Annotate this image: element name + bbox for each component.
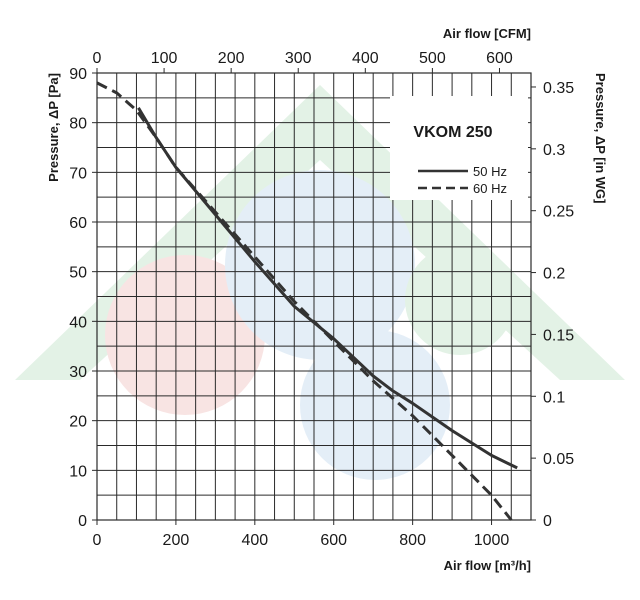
x-tick-label: 400 xyxy=(241,532,268,549)
y2-tick-label: 0.1 xyxy=(543,389,565,406)
y2-axis-title: Pressure, ΔP [in WG] xyxy=(593,73,608,203)
y2-tick-label: 0 xyxy=(543,513,552,530)
x2-tick-label: 600 xyxy=(486,50,513,67)
x-tick-label: 200 xyxy=(163,532,190,549)
watermark-roof-shape xyxy=(15,85,625,380)
watermark-blue-circle xyxy=(300,330,450,480)
y-tick-label: 20 xyxy=(69,414,87,431)
series-line-60hz xyxy=(96,81,513,521)
y-tick-label: 10 xyxy=(69,463,87,480)
y-tick-label: 30 xyxy=(69,364,87,381)
y-tick-label: 0 xyxy=(78,513,87,530)
y2-tick-label: 0.3 xyxy=(543,142,565,159)
x2-tick-label: 500 xyxy=(419,50,446,67)
watermark-red-circle xyxy=(105,255,265,415)
y-tick-label: 90 xyxy=(69,66,87,83)
y-axis-title: Pressure, ΔP [Pa] xyxy=(46,73,61,182)
x-tick-label: 600 xyxy=(320,532,347,549)
y-tick-label: 50 xyxy=(69,265,87,282)
y-tick-label: 60 xyxy=(69,215,87,232)
x2-tick-label: 100 xyxy=(151,50,178,67)
y2-tick-label: 0.15 xyxy=(543,327,574,344)
y2-tick-label: 0.35 xyxy=(543,80,574,97)
x2-tick-label: 400 xyxy=(352,50,379,67)
x-axis-title: Air flow [m³/h] xyxy=(444,558,531,573)
plot-frame xyxy=(96,72,532,521)
chart-curves xyxy=(96,81,518,521)
chart-legend: VKOM 250 50 Hz 60 Hz xyxy=(413,124,507,196)
x-tick-label: 0 xyxy=(93,532,102,549)
legend-label-60hz: 60 Hz xyxy=(473,181,507,196)
x2-tick-label: 0 xyxy=(93,50,102,67)
y-tick-label: 80 xyxy=(69,116,87,133)
x2-tick-label: 300 xyxy=(285,50,312,67)
y-tick-label: 70 xyxy=(69,165,87,182)
watermark-blue-circle xyxy=(225,170,415,360)
legend-label-50hz: 50 Hz xyxy=(473,164,507,179)
x-tick-label: 800 xyxy=(399,532,426,549)
x2-axis-title: Air flow [CFM] xyxy=(443,26,531,41)
x2-tick-label: 200 xyxy=(218,50,245,67)
chart-title: VKOM 250 xyxy=(413,124,492,141)
y2-tick-label: 0.25 xyxy=(543,204,574,221)
series-line-50hz xyxy=(137,107,518,470)
y2-tick-label: 0.2 xyxy=(543,266,565,283)
x-tick-label: 1000 xyxy=(474,532,510,549)
watermark-green-circle xyxy=(405,245,515,355)
y2-tick-label: 0.05 xyxy=(543,451,574,468)
legend-box xyxy=(390,96,528,200)
y-tick-label: 40 xyxy=(69,314,87,331)
